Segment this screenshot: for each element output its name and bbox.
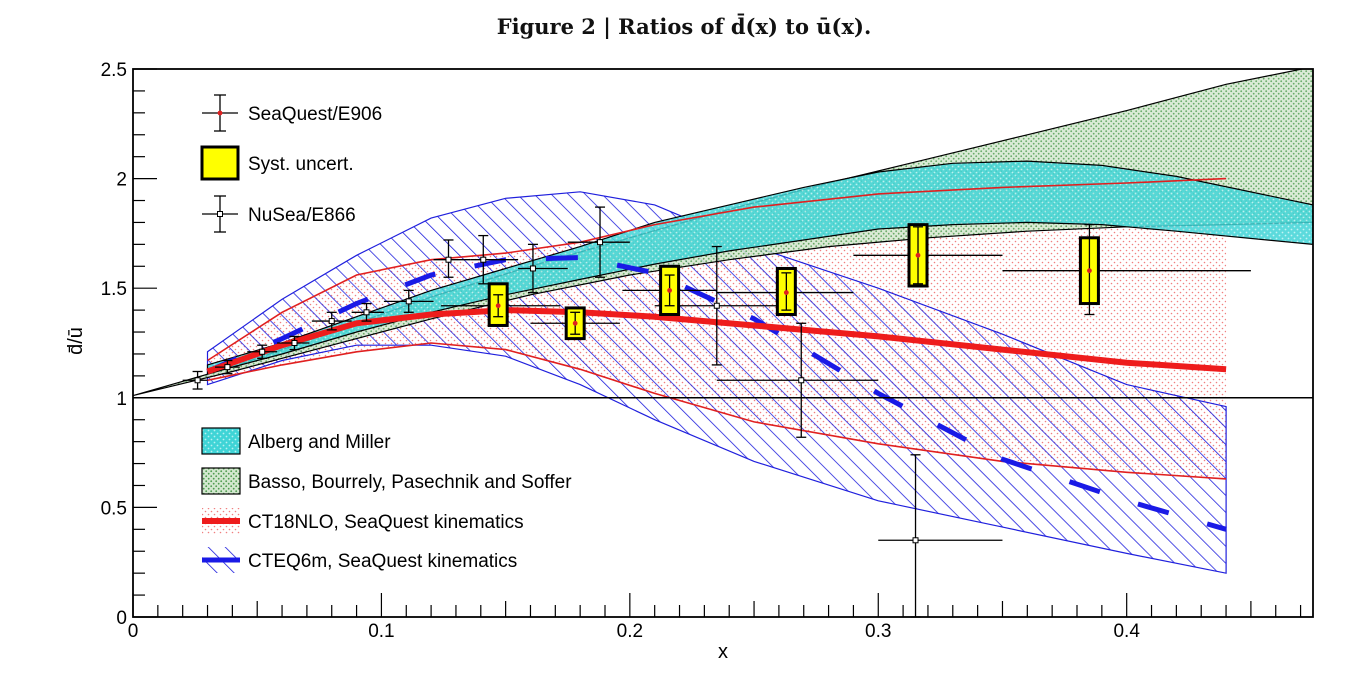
legend-item-basso: Basso, Bourrely, Pasechnik and Soffer	[201, 467, 572, 495]
nusea-point	[567, 206, 630, 278]
nusea-marker	[363, 309, 370, 316]
nusea-point	[518, 243, 568, 294]
y-tick-label: 1.5	[101, 279, 127, 300]
nusea-point	[311, 311, 352, 331]
nusea-marker	[328, 318, 335, 325]
legend-item-alberg: Alberg and Miller	[201, 427, 391, 455]
y-tick-label: 0	[116, 608, 127, 629]
x-tick-label: 0.3	[865, 621, 891, 642]
nusea-marker	[480, 256, 487, 263]
seaquest-marker	[667, 287, 672, 293]
nusea-marker	[597, 239, 604, 246]
nusea-marker	[912, 537, 919, 544]
nusea-marker	[259, 348, 266, 355]
nusea-marker	[529, 265, 536, 272]
nusea-marker	[445, 256, 452, 263]
cteq6m-central-line	[206, 254, 1227, 532]
seaquest-marker	[1087, 268, 1092, 274]
plot-frame	[132, 68, 1314, 618]
seaquest-point	[530, 306, 620, 341]
nusea-marker	[291, 340, 298, 346]
nusea-point	[716, 322, 879, 438]
nusea-marker	[405, 298, 412, 305]
seaquest-point	[441, 282, 561, 327]
legend-label-alberg: Alberg and Miller	[248, 432, 391, 453]
legend-label-seaquest: SeaQuest/E906	[248, 104, 382, 125]
y-tick-label: 2.5	[101, 60, 127, 81]
nusea-point	[383, 289, 434, 313]
legend-alberg-swatch	[201, 427, 241, 455]
y-axis-label: d̄/ū	[65, 327, 87, 355]
chart-title: Figure 2 | Ratios of d̄(x) to ū(x).	[496, 14, 872, 39]
ct18nlo-central-line	[206, 307, 1227, 375]
y-tick-label: 0.5	[101, 498, 127, 519]
seaquest-point	[622, 264, 717, 317]
x-tick-label: 0.1	[368, 621, 394, 642]
nusea-point	[433, 239, 471, 278]
seaquest-marker	[915, 252, 921, 258]
nusea-marker	[798, 377, 805, 384]
seaquest-marker	[495, 303, 501, 309]
nusea-marker	[713, 302, 720, 309]
legend-item-syst: Syst. uncert.	[200, 145, 354, 181]
legend-label-cteq6m: CTEQ6m, SeaQuest kinematics	[248, 551, 517, 572]
ct18nlo-lower-line	[207, 342, 1227, 480]
seaquest-marker	[783, 290, 789, 295]
nusea-point	[247, 344, 278, 359]
legend-label-syst: Syst. uncert.	[248, 154, 354, 175]
y-tick-label: 1	[116, 389, 127, 410]
seaquest-point	[853, 223, 1003, 288]
legend-nusea-marker	[217, 211, 223, 217]
x-tick-label: 0	[128, 621, 139, 642]
legend-item-seaquest: SeaQuest/E906	[202, 94, 382, 132]
x-axis-label: x	[718, 641, 728, 663]
nusea-point	[214, 359, 240, 375]
nusea-point	[470, 234, 519, 285]
legend-syst-box	[200, 145, 240, 181]
nusea-point	[878, 454, 1003, 618]
seaquest-marker	[572, 320, 578, 326]
seaquest-point	[716, 266, 854, 317]
legend-seaquest-marker	[217, 110, 223, 116]
legend-label-nusea: NuSea/E866	[248, 205, 356, 226]
x-tick-label: 0.2	[617, 621, 643, 642]
legend-label-basso: Basso, Bourrely, Pasechnik and Soffer	[248, 472, 572, 493]
nusea-point	[182, 370, 208, 390]
nusea-marker	[194, 377, 201, 384]
ct18nlo-upper-line	[207, 177, 1227, 362]
legend-label-ct18nlo: CT18NLO, SeaQuest kinematics	[248, 512, 524, 533]
nusea-point	[351, 302, 384, 322]
nusea-marker	[224, 364, 231, 371]
nusea-point	[277, 335, 310, 351]
legend-item-cteq6m: CTEQ6m, SeaQuest kinematics	[202, 547, 517, 573]
seaquest-point	[1002, 223, 1251, 316]
legend-basso-swatch	[201, 467, 241, 495]
legend-item-ct18nlo: CT18NLO, SeaQuest kinematics	[202, 508, 524, 534]
legend-item-nusea: NuSea/E866	[202, 195, 356, 233]
y-tick-label: 2	[116, 170, 127, 191]
x-tick-label: 0.4	[1113, 621, 1140, 642]
